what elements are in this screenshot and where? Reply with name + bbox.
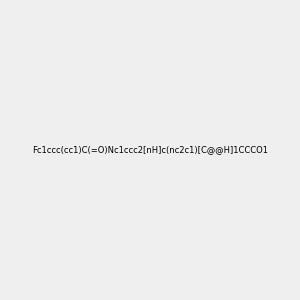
Text: Fc1ccc(cc1)C(=O)Nc1ccc2[nH]c(nc2c1)[C@@H]1CCCO1: Fc1ccc(cc1)C(=O)Nc1ccc2[nH]c(nc2c1)[C@@H…	[32, 146, 268, 154]
